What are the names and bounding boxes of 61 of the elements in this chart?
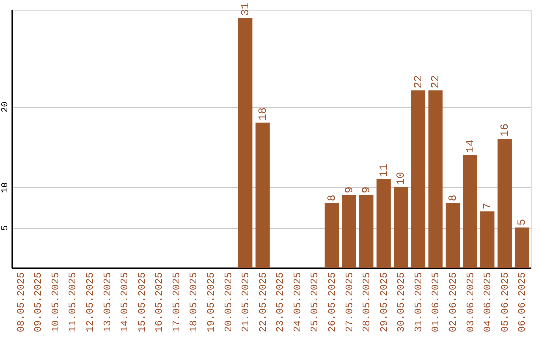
data-label: 9 — [362, 186, 374, 194]
bar — [394, 187, 408, 268]
x-tick-label: 04.06.2025 — [484, 272, 495, 333]
x-tick-label: 14.05.2025 — [120, 272, 132, 333]
x-tick-label: 10.05.2025 — [51, 272, 62, 333]
x-tick-label: 19.05.2025 — [206, 272, 218, 333]
bar — [480, 212, 495, 268]
x-tick-label: 27.05.2025 — [345, 272, 356, 333]
y-tick-label: 10 — [0, 182, 10, 194]
bar — [446, 204, 460, 268]
x-tick-label: 25.05.2025 — [310, 272, 322, 333]
y-tick-label: 20 — [0, 102, 10, 113]
bar — [360, 195, 374, 268]
y-tick-label: 5 — [0, 225, 10, 231]
bar — [256, 122, 270, 268]
x-tick-label: 11.05.2025 — [68, 272, 80, 333]
bar — [463, 155, 478, 268]
data-label: 9 — [344, 186, 356, 194]
data-label: 10 — [396, 172, 408, 186]
x-tick-label: 13.05.2025 — [103, 272, 114, 333]
data-label: 7 — [482, 202, 495, 210]
x-tick-label: 26.05.2025 — [328, 272, 340, 333]
x-tick-label: 01.06.2025 — [432, 272, 443, 333]
x-tick-label: 06.06.2025 — [518, 272, 530, 333]
data-label: 31 — [240, 2, 253, 16]
x-tick-label: 15.05.2025 — [138, 272, 149, 333]
data-label: 8 — [448, 194, 460, 202]
x-tick-label: 24.05.2025 — [293, 272, 304, 333]
data-label: 5 — [517, 219, 530, 226]
x-tick-label: 20.05.2025 — [224, 272, 236, 333]
x-tick-label: 21.05.2025 — [242, 272, 253, 333]
data-label: 11 — [378, 164, 391, 178]
x-tick-label: 02.06.2025 — [449, 272, 460, 333]
bar — [324, 204, 340, 268]
x-tick-label: 31.05.2025 — [414, 272, 426, 333]
bar — [411, 90, 426, 268]
bar — [238, 18, 253, 268]
data-label: 22 — [413, 75, 426, 89]
x-tick-label: 12.05.2025 — [86, 272, 97, 333]
x-tick-label: 05.06.2025 — [500, 272, 512, 333]
data-label: 22 — [430, 75, 443, 89]
data-label: 18 — [258, 108, 270, 121]
bar — [342, 195, 356, 268]
x-tick-label: 09.05.2025 — [34, 272, 46, 333]
bar — [515, 228, 530, 268]
x-tick-label: 16.05.2025 — [155, 272, 166, 333]
data-label: 8 — [327, 194, 340, 202]
x-tick-label: 03.06.2025 — [466, 272, 478, 333]
data-label: 14 — [465, 140, 478, 154]
x-tick-label: 30.05.2025 — [397, 272, 408, 333]
x-tick-label: 22.05.2025 — [258, 272, 270, 333]
x-tick-label: 18.05.2025 — [190, 272, 201, 333]
x-tick-label: 23.05.2025 — [276, 272, 288, 333]
bar — [376, 179, 391, 268]
x-tick-label: 08.05.2025 — [16, 272, 28, 333]
x-tick-label: 17.05.2025 — [172, 272, 184, 333]
bar — [428, 90, 443, 268]
x-tick-label: 29.05.2025 — [380, 272, 391, 333]
x-tick-label: 28.05.2025 — [362, 272, 374, 333]
data-label: 16 — [500, 124, 512, 137]
bar — [498, 139, 512, 268]
